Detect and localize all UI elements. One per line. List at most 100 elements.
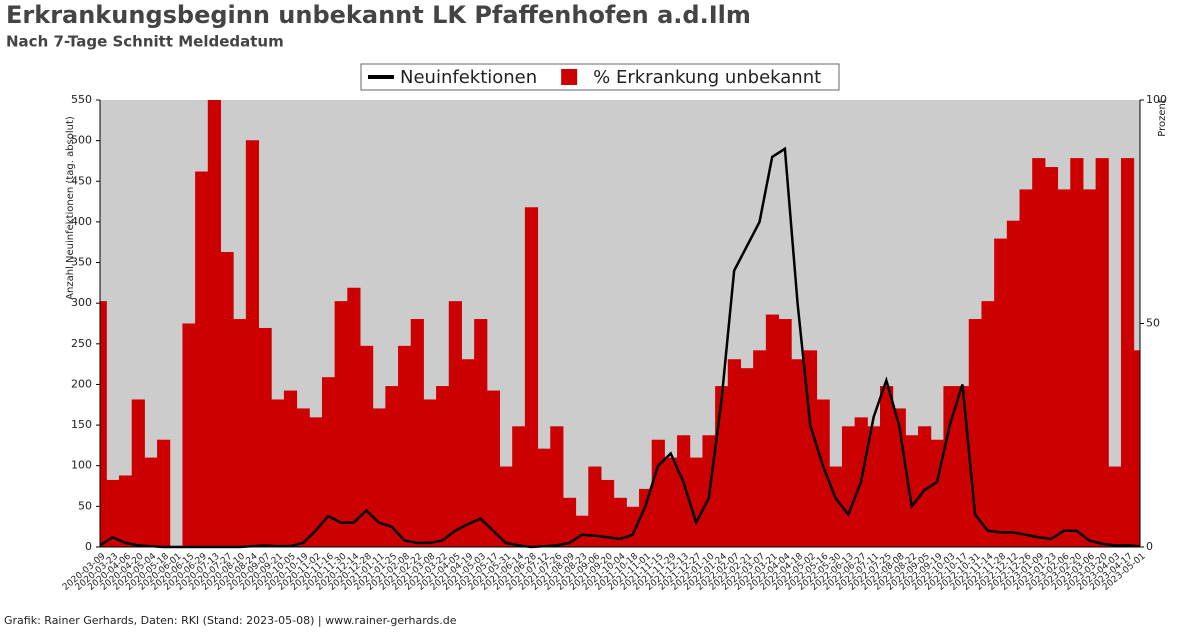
area-bar: [1120, 158, 1135, 548]
area-bar: [100, 301, 107, 547]
area-bar: [423, 399, 437, 547]
y-tick-label: 100: [71, 459, 92, 472]
area-bar: [233, 319, 247, 547]
area-bar: [727, 359, 741, 547]
area-bar: [1070, 158, 1084, 548]
y-tick-label: 150: [71, 418, 92, 431]
area-bar: [372, 408, 386, 547]
y2-tick-label: 50: [1146, 317, 1160, 330]
area-bar: [131, 399, 145, 547]
area-bar: [119, 475, 133, 547]
area-bar: [1019, 189, 1033, 547]
area-bar: [436, 386, 450, 547]
area-bar: [385, 386, 399, 547]
area-bar: [829, 466, 843, 547]
area-bar: [220, 251, 234, 548]
area-bar: [461, 359, 475, 547]
area-bar: [740, 368, 754, 547]
legend-label: % Erkrankung unbekannt: [593, 67, 821, 88]
area-bar: [880, 386, 894, 547]
area-bar: [283, 390, 298, 547]
area-bar: [841, 426, 856, 547]
area-bar: [1133, 350, 1141, 547]
area-bar: [296, 408, 310, 547]
area-bar: [1057, 189, 1071, 547]
area-bar: [334, 301, 348, 547]
area-bar: [448, 301, 462, 547]
area-bar: [537, 448, 551, 547]
area-bar: [562, 497, 577, 547]
chart-subtitle: Nach 7-Tage Schnitt Meldedatum: [6, 33, 284, 51]
y-tick-label: 250: [71, 337, 92, 350]
area-bar: [499, 466, 513, 547]
area-bar: [778, 319, 792, 547]
area-bar: [157, 439, 171, 547]
area-bar: [182, 323, 196, 547]
area-bar: [753, 350, 767, 547]
y-tick-label: 400: [71, 215, 92, 228]
area-bar: [639, 488, 653, 547]
legend-label: Neuinfektionen: [400, 67, 537, 88]
area-bar: [575, 515, 589, 547]
y-tick-label: 550: [71, 93, 92, 106]
y-tick-label: 200: [71, 377, 92, 390]
area-bar: [588, 466, 602, 547]
area-bar: [994, 238, 1008, 547]
area-bar: [1006, 220, 1021, 547]
area-bar: [600, 479, 615, 547]
y-tick-label: 450: [71, 174, 92, 187]
area-bar: [816, 399, 830, 547]
area-bar: [512, 426, 526, 547]
area-bar: [918, 426, 932, 547]
area-bar: [689, 457, 703, 547]
y2-tick-label: 0: [1146, 540, 1153, 553]
y-axis-label: Anzahl Neuinfektionen (tag. absolut): [65, 116, 76, 300]
area-bar: [347, 287, 361, 547]
y-tick-label: 500: [71, 134, 92, 147]
area-bar: [664, 457, 678, 547]
footer: Grafik: Rainer Gerhards, Daten: RKI (Sta…: [4, 614, 457, 627]
area-bar: [943, 386, 957, 547]
area-bar: [398, 345, 412, 547]
area-bar: [271, 399, 285, 547]
area-bar: [1108, 466, 1122, 547]
area-bar: [715, 386, 729, 547]
area-bar: [106, 479, 120, 547]
legend: Neuinfektionen % Erkrankung unbekannt: [360, 63, 840, 91]
area-bar: [245, 140, 260, 548]
y2-axis-label: Prozent: [1157, 99, 1168, 137]
area-bar: [360, 345, 374, 547]
area-bar: [207, 100, 221, 547]
area-bar: [981, 301, 995, 547]
area-bar: [651, 439, 665, 547]
area-bar: [791, 359, 805, 547]
area-bar: [524, 207, 539, 547]
area-bar: [309, 417, 323, 547]
y-tick-label: 0: [85, 540, 92, 553]
area-bar: [956, 386, 970, 547]
area-bar: [486, 390, 501, 547]
area-bar: [410, 319, 424, 547]
area-bar: [195, 171, 209, 547]
area-bar: [677, 435, 691, 547]
area-bar: [144, 457, 158, 547]
area-bar: [474, 319, 488, 547]
area-bar: [1032, 158, 1046, 548]
area-bar: [867, 426, 881, 547]
y-tick-label: 350: [71, 256, 92, 269]
legend-box: [360, 63, 840, 91]
y-tick-label: 50: [78, 499, 92, 512]
area-bar: [1082, 189, 1097, 547]
line: [99, 146, 1141, 549]
area-bar: [258, 327, 272, 547]
y2-tick-label: 100: [1146, 93, 1167, 106]
area-bar: [1095, 158, 1109, 548]
chart-title: Erkrankungsbeginn unbekannt LK Pfaffenho…: [6, 1, 751, 29]
area-bar: [765, 314, 780, 547]
area-bar: [550, 426, 564, 547]
area-bar: [905, 435, 919, 547]
legend-swatch: [561, 69, 578, 85]
y-tick-label: 300: [71, 296, 92, 309]
area-bar: [613, 497, 627, 547]
